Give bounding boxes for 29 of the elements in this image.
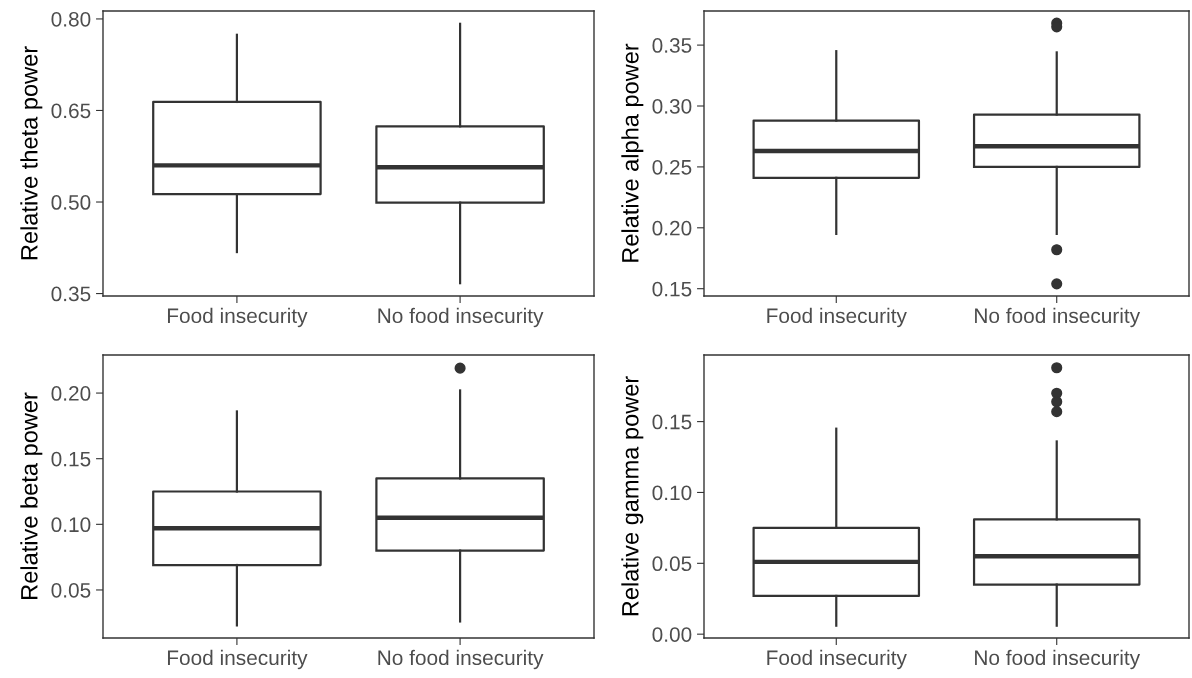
y-tick-label: 0.05 (51, 582, 91, 598)
y-axis-title: Relative gamma power (621, 376, 644, 616)
x-tick-label: Food insecurity (767, 649, 907, 670)
y-tick-label: 0.15 (652, 414, 692, 430)
y-tick-label: 0.35 (51, 286, 91, 302)
y-tick-label: 0.20 (652, 220, 692, 236)
x-tick-label: No food insecurity (975, 307, 1141, 328)
y-tick-label: 0.05 (652, 556, 692, 572)
y-tick-label: 0.80 (51, 11, 91, 27)
y-tick-label: 0.35 (652, 38, 692, 53)
y-axis-title: Relative beta power (20, 392, 43, 599)
x-tick-label: No food insecurity (378, 307, 544, 328)
y-tick-label: 0.20 (51, 386, 91, 401)
y-tick-label: 0.00 (652, 627, 692, 642)
x-tick-label: No food insecurity (975, 649, 1141, 670)
y-axis-title: Relative theta power (20, 46, 43, 260)
x-tick-label: Food insecurity (167, 649, 308, 670)
y-tick-label: 0.25 (652, 159, 692, 175)
y-tick-label: 0.10 (51, 517, 91, 533)
x-tick-label: Food insecurity (167, 307, 308, 328)
y-tick-label: 0.65 (51, 103, 91, 119)
y-tick-label: 0.30 (652, 99, 692, 114)
x-tick-label: No food insecurity (378, 649, 544, 670)
y-tick-label: 0.10 (652, 485, 692, 501)
x-tick-label: Food insecurity (767, 307, 907, 328)
y-tick-label: 0.50 (51, 195, 91, 210)
y-axis-title: Relative alpha power (621, 43, 644, 262)
y-tick-label: 0.15 (51, 451, 91, 467)
y-tick-label: 0.15 (652, 281, 692, 297)
